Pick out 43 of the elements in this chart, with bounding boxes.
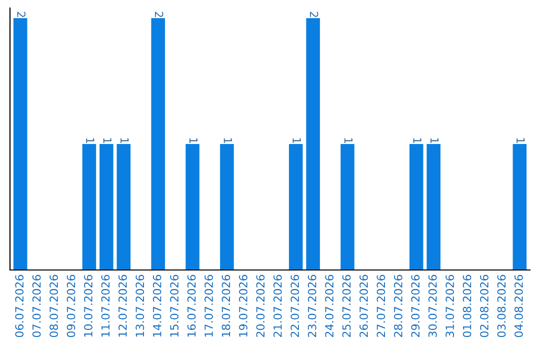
data-label: 1 bbox=[344, 138, 353, 144]
x-tick-label: 21.07.2026 bbox=[273, 274, 282, 337]
data-label: 2 bbox=[155, 12, 164, 17]
x-tick-label: 07.07.2026 bbox=[32, 274, 41, 338]
data-label: 1 bbox=[224, 138, 232, 144]
x-tick-label: 18.07.2026 bbox=[222, 274, 230, 337]
x-tick-label: 12.07.2026 bbox=[118, 274, 127, 337]
x-tick-label: 23.07.2026 bbox=[308, 274, 316, 337]
x-tick-label: 27.07.2026 bbox=[376, 274, 386, 337]
data-label: 1 bbox=[86, 138, 94, 144]
data-label: 1 bbox=[103, 138, 112, 144]
x-tick-label: 31.07.2026 bbox=[446, 274, 454, 337]
x-tick-label: 19.07.2026 bbox=[238, 274, 248, 337]
x-tick-label: 09.07.2026 bbox=[66, 274, 76, 338]
data-label: 2 bbox=[17, 12, 26, 17]
x-tick-label: 03.08.2026 bbox=[497, 274, 506, 338]
x-tick-label: 15.07.2026 bbox=[170, 274, 179, 337]
x-tick-label: 28.07.2026 bbox=[394, 274, 402, 337]
x-tick-label: 25.07.2026 bbox=[342, 274, 351, 337]
x-tick-label: 01.08.2026 bbox=[462, 274, 472, 338]
x-tick-label: 16.07.2026 bbox=[187, 274, 196, 337]
x-tick-label: 13.07.2026 bbox=[136, 274, 144, 337]
x-tick-label: 29.07.2026 bbox=[411, 274, 420, 337]
data-label: 1 bbox=[189, 138, 198, 144]
data-label: 1 bbox=[292, 138, 301, 144]
x-tick-label: 04.08.2026 bbox=[514, 274, 523, 338]
x-tick-label: 08.07.2026 bbox=[50, 274, 58, 338]
x-tick-label: 20.07.2026 bbox=[256, 274, 265, 337]
x-tick-label: 11.07.2026 bbox=[101, 274, 110, 337]
x-tick-label: 02.08.2026 bbox=[480, 274, 488, 338]
data-label: 2 bbox=[310, 12, 318, 17]
x-tick-label: 14.07.2026 bbox=[152, 274, 162, 337]
x-tick-label: 06.07.2026 bbox=[15, 274, 24, 338]
x-tick-label: 26.07.2026 bbox=[360, 274, 368, 337]
data-label: 1 bbox=[120, 138, 129, 144]
data-label: 1 bbox=[413, 138, 422, 144]
data-label: 1 bbox=[516, 138, 525, 144]
data-label: 1 bbox=[430, 138, 439, 144]
x-tick-label: 30.07.2026 bbox=[428, 274, 437, 337]
x-tick-label: 17.07.2026 bbox=[204, 274, 213, 337]
x-tick-label: 22.07.2026 bbox=[290, 274, 300, 337]
x-tick-label: 10.07.2026 bbox=[84, 274, 92, 337]
x-tick-label: 24.07.2026 bbox=[325, 274, 334, 337]
